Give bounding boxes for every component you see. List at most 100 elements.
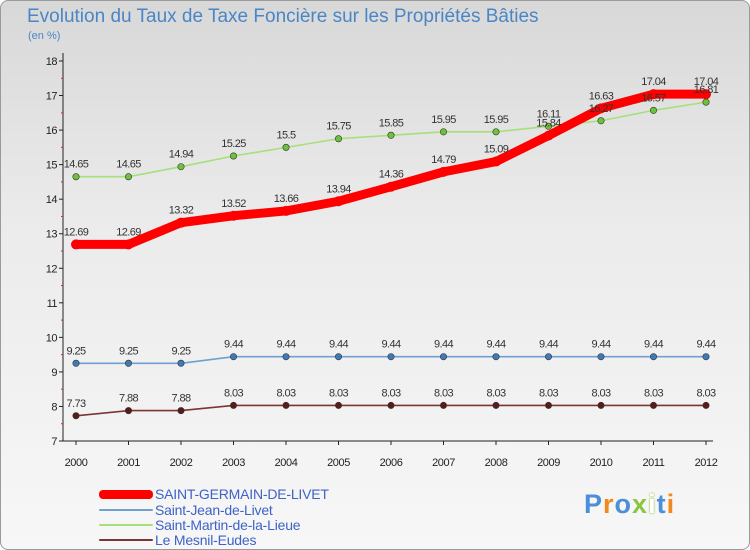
logo-letter: o <box>614 489 633 519</box>
data-point <box>334 401 342 409</box>
x-tick-label: 2006 <box>380 457 403 469</box>
data-label: 15.95 <box>431 114 456 126</box>
data-label: 9.44 <box>329 339 348 351</box>
data-label: 8.03 <box>696 387 715 399</box>
data-label: 9.44 <box>434 339 453 351</box>
data-label: 9.44 <box>276 339 295 351</box>
y-tick-label: 9 <box>51 367 57 379</box>
data-label: 8.03 <box>329 387 348 399</box>
data-label: 9.44 <box>539 339 558 351</box>
data-label: 8.03 <box>539 387 558 399</box>
data-label: 9.25 <box>119 345 138 357</box>
data-label: 14.65 <box>116 159 141 171</box>
data-point <box>123 239 134 250</box>
proxiti-logo: Proxiti <box>584 489 675 520</box>
data-label: 9.44 <box>224 339 243 351</box>
data-point <box>386 181 396 192</box>
x-tick-label: 2010 <box>590 457 613 469</box>
y-tick-label: 14 <box>46 194 58 206</box>
logo-letter: i <box>648 489 657 519</box>
logo-letter: r <box>603 489 615 519</box>
data-point <box>230 401 238 409</box>
data-point <box>701 89 711 100</box>
data-point <box>491 156 501 167</box>
y-tick-label: 17 <box>46 91 58 103</box>
data-point <box>333 196 344 207</box>
data-point <box>72 359 80 367</box>
data-label: 17.04 <box>694 76 719 88</box>
data-label: 16.27 <box>589 103 614 115</box>
logo-letter: t <box>656 489 667 519</box>
data-point <box>281 205 291 216</box>
data-point <box>492 353 500 361</box>
data-labels: 12.69 12.69 13.32 13.52 13.66 13.94 14.36 14.79… <box>64 76 720 410</box>
data-label: 12.69 <box>64 226 89 238</box>
data-point <box>334 353 342 361</box>
x-tick-label: 2000 <box>65 457 88 469</box>
data-point <box>648 89 659 100</box>
data-label: 15.09 <box>484 144 509 156</box>
data-point <box>702 401 710 409</box>
data-label: 13.32 <box>169 205 194 217</box>
data-label: 15.75 <box>326 121 351 133</box>
data-label: 8.03 <box>486 387 505 399</box>
x-tick-label: 2011 <box>642 457 664 469</box>
data-label: 16.63 <box>589 90 614 102</box>
x-tick-label: 2012 <box>695 457 718 469</box>
data-label: 15.5 <box>276 129 295 141</box>
data-point <box>492 128 500 136</box>
x-tick-label: 2004 <box>275 457 298 469</box>
data-label: 9.25 <box>66 345 85 357</box>
data-label: 16.57 <box>641 92 666 104</box>
y-tick-label: 16 <box>46 125 58 137</box>
y-tick-label: 7 <box>51 436 57 448</box>
data-point <box>228 210 239 221</box>
data-point <box>387 401 395 409</box>
data-point <box>543 130 554 141</box>
logo-letter: x <box>632 489 649 519</box>
legend-label: Saint-Jean-de-Livet <box>155 502 273 518</box>
legend-swatch <box>99 509 153 511</box>
data-point <box>439 401 447 409</box>
data-point <box>282 143 290 151</box>
data-label: 15.84 <box>536 118 561 130</box>
axes: 7 8 9 10 11 12 13 14 15 16 17 18 2000 2001 2002 2003 200… <box>46 53 718 469</box>
data-point <box>649 353 657 361</box>
data-point <box>544 122 552 130</box>
data-label: 9.44 <box>381 339 400 351</box>
x-tick-label: 2001 <box>117 457 140 469</box>
data-point <box>177 359 185 367</box>
data-label: 15.25 <box>221 138 246 150</box>
data-point <box>597 353 605 361</box>
data-label: 16.11 <box>537 108 561 120</box>
data-label: 8.03 <box>276 387 295 399</box>
x-tick-label: 2005 <box>327 457 350 469</box>
data-point <box>72 173 80 181</box>
y-tick-label: 8 <box>51 401 57 413</box>
y-tick-label: 18 <box>46 56 58 68</box>
logo-letter: i <box>666 489 676 519</box>
data-point <box>439 128 447 136</box>
series-layer <box>71 89 711 420</box>
data-label: 9.44 <box>486 339 505 351</box>
data-point <box>492 401 500 409</box>
data-point <box>230 152 238 160</box>
data-point <box>438 166 449 177</box>
data-point <box>597 401 605 409</box>
data-label: 7.88 <box>171 393 190 405</box>
data-point <box>544 401 552 409</box>
unit-label: (en %) <box>28 30 61 42</box>
x-tick-label: 2002 <box>170 457 193 469</box>
legend-label: Le Mesnil-Eudes <box>155 532 257 548</box>
data-point <box>282 353 290 361</box>
data-label: 14.36 <box>379 169 404 181</box>
data-point <box>597 117 605 125</box>
data-point <box>702 353 710 361</box>
data-point <box>72 412 80 420</box>
data-label: 9.44 <box>644 339 663 351</box>
data-point <box>125 407 133 415</box>
data-point <box>282 401 290 409</box>
data-label: 9.44 <box>696 339 715 351</box>
